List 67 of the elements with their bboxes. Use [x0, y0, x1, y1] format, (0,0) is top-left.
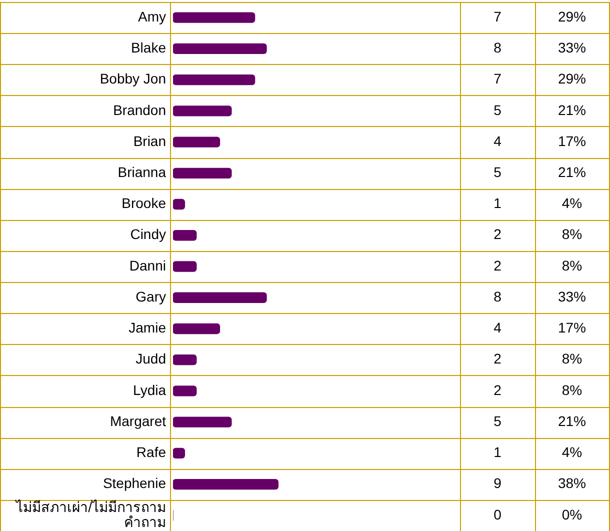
y-tick-label: Gary — [136, 288, 166, 304]
y-tick-label: Margaret — [110, 412, 166, 429]
data-label: 4 — [494, 320, 502, 336]
data-label: 4 — [494, 132, 502, 149]
bar — [173, 323, 220, 334]
data-label: 2 — [494, 226, 502, 242]
bar — [173, 168, 232, 178]
bar — [173, 478, 279, 490]
data-label: 1 — [494, 195, 502, 212]
data-label: 2 — [494, 382, 502, 398]
bar — [173, 416, 232, 428]
bar — [173, 43, 267, 54]
y-tick-label: Amy — [138, 8, 166, 24]
y-tick-label: Rafe — [136, 444, 166, 460]
bar — [173, 198, 186, 210]
text: 0% — [562, 506, 582, 522]
data-label: 5 — [494, 412, 502, 429]
text: 33% — [558, 40, 586, 56]
y-tick-label: Jamie — [128, 320, 166, 336]
text: 21% — [558, 412, 586, 429]
bar — [173, 448, 186, 459]
y-tick-label: Judd — [136, 350, 166, 367]
text: 17% — [558, 132, 586, 149]
text: 29% — [558, 70, 586, 87]
bar — [173, 136, 220, 148]
bar — [173, 230, 197, 241]
y-tick-label: Stephenie — [102, 475, 166, 492]
y-tick-label: Bobby Jon — [100, 70, 166, 87]
bar — [173, 12, 256, 23]
text: 4% — [562, 444, 582, 460]
text: 8% — [562, 257, 582, 274]
text: 8% — [562, 226, 582, 242]
text: 38% — [558, 475, 586, 492]
text: 17% — [558, 320, 586, 336]
text: 4% — [562, 195, 582, 212]
text: 21% — [558, 164, 586, 180]
bar — [173, 74, 256, 86]
y-tick-label: Blake — [130, 40, 166, 56]
data-label: 0 — [494, 506, 502, 522]
y-tick-label: Lydia — [133, 382, 166, 398]
y-tick-label: Brandon — [113, 102, 166, 118]
text: 8% — [562, 382, 582, 398]
data-label: 2 — [494, 257, 502, 274]
data-label: 7 — [494, 8, 502, 24]
data-label: 5 — [494, 164, 502, 180]
y-tick-label: Danni — [129, 257, 166, 274]
bar — [173, 292, 267, 303]
data-label: 2 — [494, 350, 502, 367]
text: 21% — [558, 102, 586, 118]
text: 29% — [558, 8, 586, 24]
data-label: 8 — [494, 40, 502, 56]
bar — [173, 354, 197, 366]
bar — [173, 106, 232, 116]
data-label: 8 — [494, 288, 502, 304]
data-label: 1 — [494, 444, 502, 460]
y-tick-label: Brianna — [118, 164, 166, 180]
bar — [173, 386, 197, 396]
y-tick-label: Brooke — [122, 195, 166, 212]
y-tick-label: ไม่มีสภาเผ่า/ไม่มีการถามคำถาม — [15, 498, 166, 530]
text: 8% — [562, 350, 582, 367]
bar — [173, 261, 197, 272]
y-tick-label: Brian — [133, 132, 166, 149]
text: 33% — [558, 288, 586, 304]
data-label: 5 — [494, 102, 502, 118]
data-label: 9 — [494, 475, 502, 492]
data-label: 7 — [494, 70, 502, 87]
y-tick-label: Cindy — [130, 226, 166, 242]
